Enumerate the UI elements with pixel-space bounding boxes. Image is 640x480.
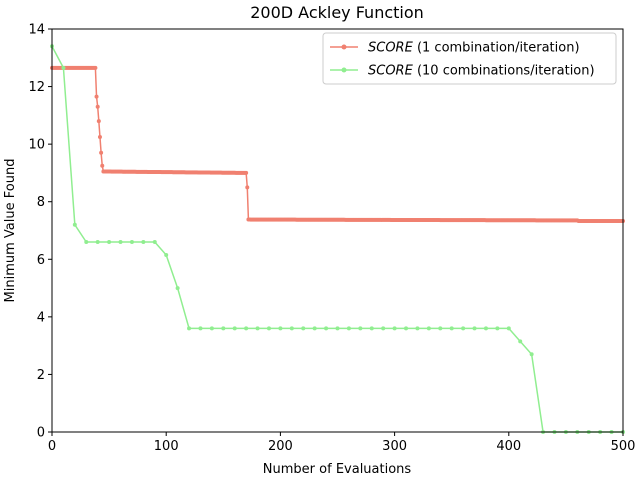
data-point	[518, 339, 523, 344]
x-tick-label: 500	[611, 439, 636, 454]
data-point	[472, 326, 477, 331]
data-point	[461, 326, 466, 331]
data-point	[107, 240, 112, 245]
data-point	[358, 326, 363, 331]
data-point	[93, 65, 98, 70]
data-point	[415, 326, 420, 331]
ticks-layer: 0 100 200 300 400 500 0 2 4 6 8 10 12 14	[28, 23, 635, 455]
series-line	[52, 67, 623, 222]
series-line	[51, 45, 623, 433]
legend-label: SCORE (1 combination/iteration)	[368, 41, 580, 56]
series-1	[50, 65, 625, 223]
x-tick-label: 100	[154, 439, 179, 454]
legend-label-detail: (10 combinations/iteration)	[413, 64, 595, 79]
legend-label-method: SCORE	[368, 64, 414, 79]
x-tick-label: 400	[496, 439, 521, 454]
y-tick-label: 14	[28, 23, 45, 38]
data-point	[266, 326, 271, 331]
data-point	[95, 240, 100, 245]
data-point	[232, 326, 237, 331]
x-axis-label: Number of Evaluations	[263, 462, 412, 477]
data-point	[99, 150, 104, 155]
data-point	[175, 286, 180, 291]
data-point	[152, 240, 157, 245]
x-tick-label: 200	[268, 439, 293, 454]
data-point	[301, 326, 306, 331]
legend-label: SCORE (10 combinations/iteration)	[368, 64, 595, 79]
data-point	[369, 326, 374, 331]
data-point	[289, 326, 294, 331]
data-point	[381, 326, 386, 331]
data-point	[187, 326, 192, 331]
data-point	[61, 65, 66, 70]
legend-swatch-marker	[341, 67, 347, 73]
y-tick-label: 0	[37, 426, 45, 441]
data-point	[95, 104, 100, 109]
data-point	[404, 326, 409, 331]
data-point	[221, 326, 226, 331]
data-point	[244, 170, 249, 175]
y-tick-label: 10	[28, 138, 45, 153]
data-point	[426, 326, 431, 331]
data-point	[278, 326, 283, 331]
data-point	[506, 326, 511, 331]
chart-title: 200D Ackley Function	[250, 3, 424, 22]
legend-item: SCORE (10 combinations/iteration)	[330, 64, 595, 79]
data-point	[324, 326, 329, 331]
series-2	[50, 44, 625, 434]
y-tick-label: 8	[37, 195, 45, 210]
y-tick-label: 4	[37, 310, 45, 325]
data-point	[164, 252, 169, 257]
data-point	[209, 326, 214, 331]
data-point	[94, 94, 99, 99]
y-tick-label: 6	[37, 253, 45, 268]
data-point	[118, 240, 123, 245]
data-point	[96, 119, 101, 124]
legend: SCORE (1 combination/iteration)SCORE (10…	[322, 32, 617, 85]
data-point	[483, 326, 488, 331]
data-point	[335, 326, 340, 331]
legend-item: SCORE (1 combination/iteration)	[330, 41, 580, 56]
x-tick-label: 300	[382, 439, 407, 454]
data-point	[449, 326, 454, 331]
series-layer	[50, 44, 625, 434]
legend-label-method: SCORE	[368, 41, 414, 56]
legend-swatch-marker	[341, 44, 347, 50]
data-point	[97, 134, 102, 139]
legend-label-detail: (1 combination/iteration)	[413, 41, 580, 56]
data-point	[529, 352, 534, 357]
data-point	[255, 326, 260, 331]
data-point	[244, 326, 249, 331]
data-point	[392, 326, 397, 331]
y-tick-label: 2	[37, 368, 45, 383]
y-tick-label: 12	[28, 80, 45, 95]
plot-frame	[51, 28, 624, 433]
data-point	[100, 163, 105, 168]
data-point	[198, 326, 203, 331]
data-point	[141, 240, 146, 245]
data-point	[245, 185, 250, 190]
data-point	[312, 326, 317, 331]
data-point	[438, 326, 443, 331]
legend-box	[322, 32, 617, 85]
data-point	[72, 222, 77, 227]
data-point	[129, 240, 134, 245]
y-axis-label: Minimum Value Found	[3, 159, 18, 303]
data-point	[495, 326, 500, 331]
x-tick-label: 0	[48, 439, 56, 454]
data-point	[84, 240, 89, 245]
data-point	[346, 326, 351, 331]
